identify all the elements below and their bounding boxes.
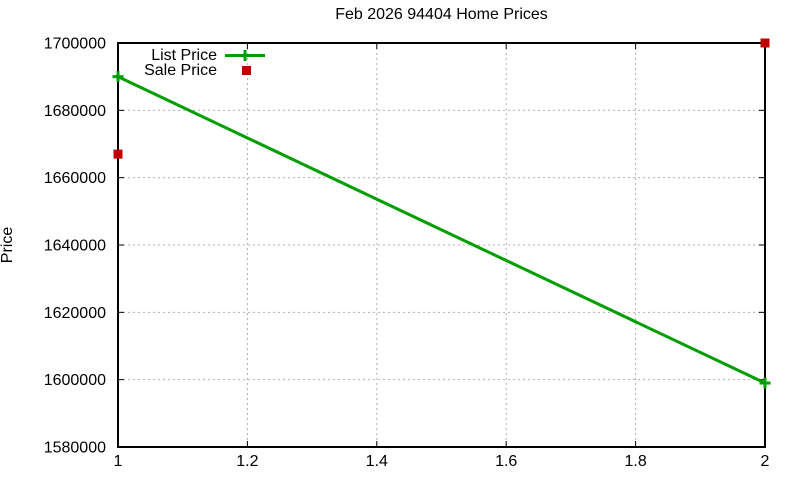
y-tick-label: 1640000 bbox=[44, 238, 106, 255]
chart-title: Feb 2026 94404 Home Prices bbox=[335, 6, 548, 23]
y-tick-label: 1680000 bbox=[44, 103, 106, 120]
x-tick-label: 1.2 bbox=[236, 453, 258, 470]
y-tick-label: 1700000 bbox=[44, 36, 106, 53]
legend-entry-sale-price: Sale Price bbox=[118, 61, 265, 79]
y-tick-label: 1660000 bbox=[44, 170, 106, 187]
y-tick-label: 1580000 bbox=[44, 440, 106, 457]
y-tick-label: 1620000 bbox=[44, 305, 106, 322]
x-tick-label: 1 bbox=[114, 453, 123, 470]
x-tick-label: 1.4 bbox=[366, 453, 388, 470]
square-point-sample-icon bbox=[242, 66, 251, 75]
y-tick-label: 1600000 bbox=[44, 372, 106, 389]
square-marker bbox=[760, 38, 770, 48]
square-marker bbox=[113, 149, 123, 159]
legend-label-sale-price: Sale Price bbox=[144, 61, 217, 79]
line-plus-sample-icon bbox=[225, 50, 265, 61]
legend: List Price Sale Price bbox=[118, 46, 265, 79]
plot-border bbox=[117, 42, 766, 448]
x-tick-label: 1.8 bbox=[624, 453, 646, 470]
legend-entry-list-price: List Price bbox=[118, 46, 265, 64]
legend-label-list-price: List Price bbox=[151, 46, 217, 64]
x-tick-label: 1.6 bbox=[495, 453, 517, 470]
x-tick-label: 2 bbox=[761, 453, 770, 470]
series-line bbox=[117, 75, 766, 385]
